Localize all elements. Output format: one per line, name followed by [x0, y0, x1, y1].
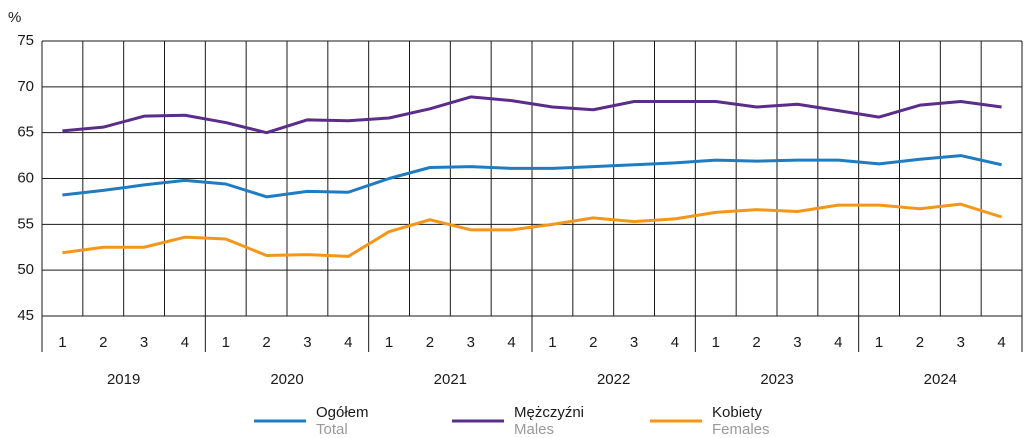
x-tick-label: 2: [916, 334, 924, 351]
year-label: 2024: [924, 371, 957, 388]
x-tick-label: 1: [712, 334, 720, 351]
x-tick-label: 2: [752, 334, 760, 351]
y-axis-label: %: [8, 9, 21, 26]
x-tick-label: 4: [181, 334, 189, 351]
x-tick-label: 1: [58, 334, 66, 351]
y-tick-label: 45: [17, 307, 34, 324]
x-tick-label: 2: [262, 334, 270, 351]
legend-label: Ogółem: [316, 404, 369, 421]
year-label: 2020: [270, 371, 303, 388]
x-tick-label: 4: [834, 334, 842, 351]
x-tick-label: 3: [957, 334, 965, 351]
x-tick-label: 4: [671, 334, 679, 351]
y-tick-label: 65: [17, 124, 34, 141]
series-line: [62, 202, 1003, 258]
x-tick-label: 1: [548, 334, 556, 351]
x-tick-label: 1: [875, 334, 883, 351]
legend-sublabel: Total: [316, 421, 348, 438]
year-label: 2019: [107, 371, 140, 388]
x-tick-label: 2: [99, 334, 107, 351]
legend-label: Mężczyźni: [514, 404, 584, 421]
y-tick-label: 75: [17, 32, 34, 49]
legend-sublabel: Males: [514, 421, 554, 438]
x-tick-label: 3: [630, 334, 638, 351]
legend-label: Kobiety: [712, 404, 763, 421]
y-tick-label: 55: [17, 215, 34, 232]
year-label: 2022: [597, 371, 630, 388]
year-label: 2023: [760, 371, 793, 388]
x-tick-label: 4: [344, 334, 352, 351]
x-tick-label: 3: [303, 334, 311, 351]
series-line: [62, 95, 1002, 135]
x-tick-label: 1: [222, 334, 230, 351]
x-tick-label: 3: [793, 334, 801, 351]
legend-sublabel: Females: [712, 421, 770, 438]
y-tick-label: 70: [17, 78, 34, 95]
x-tick-label: 4: [997, 334, 1005, 351]
x-tick-label: 4: [507, 334, 515, 351]
x-tick-label: 2: [426, 334, 434, 351]
x-tick-label: 2: [589, 334, 597, 351]
y-tick-label: 60: [17, 169, 34, 186]
x-tick-label: 1: [385, 334, 393, 351]
y-tick-label: 50: [17, 261, 34, 278]
x-tick-label: 3: [467, 334, 475, 351]
x-tick-label: 3: [140, 334, 148, 351]
series-line: [62, 154, 1002, 199]
year-label: 2021: [434, 371, 467, 388]
